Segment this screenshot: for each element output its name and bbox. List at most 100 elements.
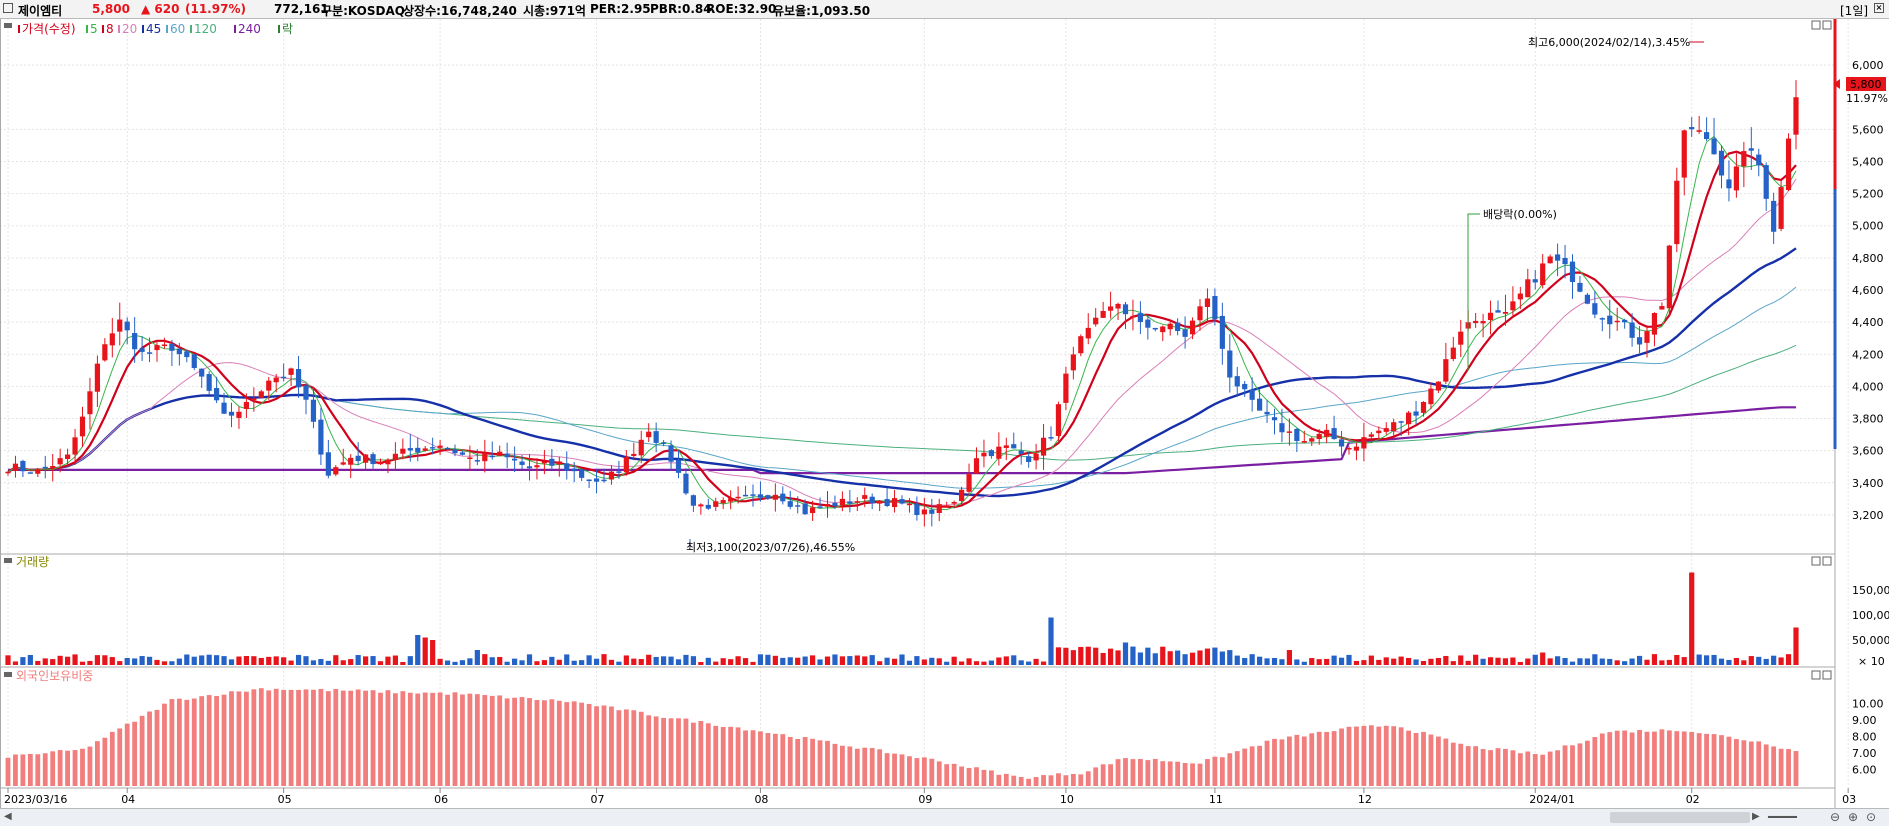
foreign-panel-close-icon[interactable] (1822, 670, 1832, 680)
legend-item[interactable]: 5 (90, 22, 98, 36)
volume-bar (1711, 654, 1717, 665)
price-candle (564, 451, 570, 480)
price-candle (787, 490, 793, 510)
legend-item[interactable]: 락 (282, 22, 293, 36)
price-candle (1778, 179, 1784, 232)
foreign-bar (676, 718, 681, 786)
volume-bar (1108, 648, 1114, 665)
zoom-reset-icon[interactable]: ⊙ (1866, 810, 1877, 824)
volume-bar (1316, 659, 1322, 665)
volume-bar (489, 657, 495, 665)
legend-item[interactable]: 120 (194, 22, 217, 36)
volume-bar (1771, 655, 1777, 665)
volume-bar (854, 655, 860, 665)
stock-chart[interactable]: 3,200 3,400 3,600 3,800 4,000 4,200 4,400 4,600… (0, 19, 1889, 808)
price-candle (437, 439, 443, 456)
market-type: 구분:KOSDAQ (321, 4, 405, 18)
foreign-bar (795, 738, 801, 786)
foreign-bar (1562, 745, 1568, 786)
foreign-bar (132, 721, 138, 786)
price-candle (869, 493, 875, 510)
zoom-in-icon[interactable]: ⊕ (1848, 810, 1859, 824)
price-candle (608, 465, 615, 485)
volume-bar (161, 661, 168, 665)
volume-bar (534, 661, 540, 665)
price-candle (161, 337, 168, 349)
period-selector[interactable]: [1일] (1840, 4, 1869, 18)
legend-item[interactable]: 240 (238, 22, 261, 36)
legend-item[interactable]: 20 (122, 22, 137, 36)
volume-bar (430, 640, 436, 665)
volume-bar (1324, 658, 1330, 665)
volume-bar (214, 655, 220, 665)
volume-bar (1614, 660, 1620, 665)
scroll-right-icon[interactable]: ▶ (1752, 811, 1760, 822)
stock-name[interactable]: 제이엠티 (18, 4, 63, 18)
price-candle (146, 337, 153, 363)
foreign-bar (1160, 761, 1166, 786)
price-candle (966, 463, 972, 496)
volume-bar (936, 658, 942, 665)
volume-bar (653, 656, 659, 665)
volume-bar (199, 655, 205, 665)
volume-panel-close-icon[interactable] (1822, 556, 1832, 566)
scroll-left-icon[interactable]: ◀ (4, 811, 12, 822)
price-candle (891, 489, 898, 513)
price-candle (549, 448, 555, 470)
volume-bar (571, 660, 577, 665)
volume-bar (1271, 658, 1278, 665)
foreign-bar (854, 748, 860, 786)
volume-bar (1100, 652, 1106, 665)
foreign-panel-maximize-icon[interactable] (1811, 670, 1821, 680)
legend-item[interactable]: 60 (170, 22, 185, 36)
price-candle (1659, 302, 1665, 310)
y-tick-label: 3,600 (1852, 445, 1884, 458)
price-candle (474, 449, 480, 466)
foreign-bar (884, 753, 890, 786)
foreign-bar (482, 695, 488, 786)
price-candle (325, 439, 331, 479)
chart-scrollbar[interactable]: ◀ ▶ ━━━━ ⊖ ⊕ ⊙ (0, 808, 1889, 826)
legend-item[interactable]: 45 (146, 22, 161, 36)
volume-bar (1666, 659, 1672, 665)
volume-bar (303, 656, 309, 665)
volume-bar (1033, 658, 1039, 665)
price-candle (519, 455, 525, 470)
foreign-bar (623, 709, 629, 786)
volume-bar (1242, 658, 1248, 665)
volume-bar (251, 656, 257, 665)
zoom-out-icon[interactable]: ⊖ (1830, 810, 1841, 824)
window-close-icon[interactable]: × (1874, 3, 1884, 13)
price-candle (1346, 446, 1352, 455)
price-panel-maximize-icon[interactable] (1811, 20, 1821, 30)
price-candle (593, 469, 600, 494)
legend-item[interactable]: 8 (106, 22, 114, 36)
price-candle (690, 494, 696, 512)
volume-bar (1569, 661, 1576, 665)
volume-bar (79, 661, 86, 665)
volume-unit: × 10 (1858, 655, 1885, 668)
volume-bar (1085, 646, 1091, 665)
zoom-slider-icon[interactable]: ━━━━ (1768, 810, 1797, 824)
foreign-bar (653, 716, 659, 786)
panel-buttons[interactable] (1811, 20, 1832, 680)
price-candle (1726, 160, 1732, 202)
price-candle (1018, 441, 1024, 465)
legend-item[interactable]: 가격(수정) (22, 22, 76, 36)
price-candle (444, 446, 451, 450)
volume-bar (1495, 657, 1501, 665)
volume-panel-maximize-icon[interactable] (1811, 556, 1821, 566)
volume-bar (1659, 660, 1665, 665)
volume-bar (869, 655, 875, 665)
volume-bar (1584, 658, 1590, 665)
price-candle (124, 317, 130, 345)
price-candle (1741, 141, 1747, 188)
price-panel-close-icon[interactable] (1822, 20, 1832, 30)
scroll-thumb[interactable] (1610, 812, 1750, 823)
volume-bar (27, 655, 33, 665)
price-candle (877, 499, 883, 512)
volume-bar (1420, 661, 1427, 665)
volume-bar (601, 654, 607, 665)
market-cap: 시총:971억 (523, 4, 586, 18)
value-axis: 3,200 3,400 3,600 3,800 4,000 4,200 4,400 4,600… (1833, 19, 1889, 777)
